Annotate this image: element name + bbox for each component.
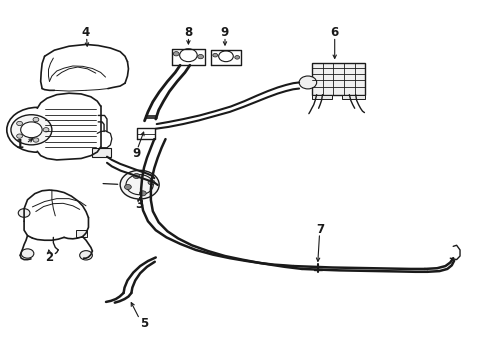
- Ellipse shape: [17, 121, 22, 126]
- Ellipse shape: [33, 138, 39, 142]
- Ellipse shape: [20, 122, 42, 138]
- Text: 2: 2: [45, 251, 53, 264]
- Text: 3: 3: [135, 198, 143, 211]
- Ellipse shape: [18, 209, 30, 217]
- Text: 6: 6: [330, 27, 338, 40]
- Ellipse shape: [299, 76, 316, 89]
- Bar: [76, 230, 87, 237]
- Ellipse shape: [148, 180, 155, 185]
- Ellipse shape: [139, 191, 146, 196]
- Ellipse shape: [11, 115, 52, 145]
- Bar: [92, 148, 111, 157]
- Bar: [341, 95, 365, 99]
- Ellipse shape: [80, 251, 92, 260]
- Ellipse shape: [120, 170, 159, 199]
- Ellipse shape: [197, 54, 203, 59]
- Text: 8: 8: [184, 27, 192, 40]
- Text: 5: 5: [140, 317, 148, 330]
- Ellipse shape: [43, 128, 49, 132]
- Text: 7: 7: [315, 223, 324, 236]
- Ellipse shape: [133, 174, 140, 179]
- Ellipse shape: [173, 51, 179, 56]
- Ellipse shape: [124, 184, 131, 189]
- Text: 1: 1: [16, 138, 24, 150]
- Ellipse shape: [179, 49, 197, 62]
- Text: 9: 9: [132, 147, 140, 159]
- Ellipse shape: [17, 134, 22, 138]
- Ellipse shape: [212, 53, 217, 57]
- Ellipse shape: [21, 249, 34, 258]
- Bar: [311, 63, 365, 95]
- Ellipse shape: [234, 55, 239, 59]
- Text: 9: 9: [220, 27, 228, 40]
- Text: 4: 4: [81, 27, 90, 40]
- Ellipse shape: [218, 51, 233, 62]
- Ellipse shape: [33, 117, 39, 122]
- Bar: [311, 95, 331, 99]
